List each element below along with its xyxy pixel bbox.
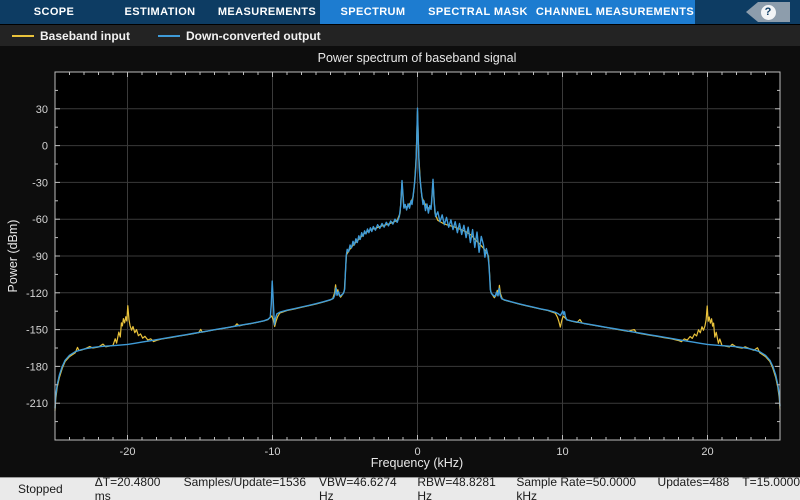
status-state: Stopped	[18, 482, 63, 496]
legend-item-baseband[interactable]: Baseband input	[12, 25, 130, 47]
legend-label-downconverted: Down-converted output	[186, 28, 321, 43]
legend-item-downconverted[interactable]: Down-converted output	[158, 25, 321, 47]
axis-ticks	[55, 72, 780, 440]
trace-down-converted-output	[54, 107, 781, 409]
x-axis-label: Frequency (kHz)	[371, 456, 463, 470]
x-tick-label: 10	[556, 446, 568, 458]
y-tick-label: -60	[32, 214, 48, 226]
legend-label-baseband: Baseband input	[40, 28, 131, 43]
status-item: Samples/Update=1536	[183, 475, 306, 489]
status-item: RBW=48.8281 Hz	[417, 475, 496, 500]
y-tick-label: -180	[26, 361, 48, 373]
axis-tick-labels: -20 -10 0 10 20 30 0 -30 -60 -90 -120 -150 -180 -210	[26, 104, 714, 458]
tab-spectral-mask[interactable]: SPECTRAL MASK	[428, 6, 528, 18]
x-tick-label: -20	[120, 446, 136, 458]
tab-spectrum[interactable]: SPECTRUM	[340, 6, 406, 18]
legend-line-downconverted	[158, 34, 181, 37]
status-item: T=15.0000	[742, 475, 800, 489]
y-axis-label: Power (dBm)	[6, 220, 20, 293]
status-item: VBW=46.6274 Hz	[319, 475, 397, 500]
series-traces	[54, 107, 781, 412]
spectrum-chart: -20 -10 0 10 20300-30-60-90-120-150-180-210 …	[6, 51, 781, 470]
active-tab-group-highlight	[320, 0, 695, 24]
x-tick-label: 20	[701, 446, 713, 458]
status-item: ΔT=20.4800 ms	[94, 475, 161, 500]
tab-scope[interactable]: SCOPE	[33, 6, 75, 18]
status-bar: Stopped ΔT=20.4800 ms Samples/Update=1536…	[0, 475, 800, 500]
y-tick-label: 0	[42, 141, 48, 153]
status-item: Sample Rate=50.0000 kHz	[516, 475, 637, 500]
y-tick-label: -210	[26, 398, 48, 410]
help-button[interactable]: ?	[746, 2, 790, 22]
status-item: Updates=488	[657, 475, 730, 489]
y-tick-label: 30	[36, 104, 48, 116]
y-tick-label: -120	[26, 288, 48, 300]
tab-measurements[interactable]: MEASUREMENTS	[217, 6, 317, 18]
x-tick-label: 0	[414, 446, 420, 458]
legend-line-baseband	[12, 34, 34, 37]
tab-channel-measurements[interactable]: CHANNEL MEASUREMENTS	[535, 6, 695, 18]
y-tick-label: -30	[32, 177, 48, 189]
legend-bar: Baseband input Down-converted output	[0, 24, 800, 46]
y-tick-label: -150	[26, 325, 48, 337]
toolstrip-tab-bar: SCOPE ESTIMATION MEASUREMENTS SPECTRUM S…	[0, 0, 800, 24]
y-tick-label: -90	[32, 251, 48, 263]
help-icon: ?	[760, 4, 776, 20]
tab-estimation[interactable]: ESTIMATION	[124, 6, 196, 18]
chart-title: Power spectrum of baseband signal	[318, 51, 517, 65]
status-metrics: ΔT=20.4800 ms Samples/Update=1536 VBW=46.6…	[95, 475, 800, 500]
x-tick-label: -10	[265, 446, 281, 458]
